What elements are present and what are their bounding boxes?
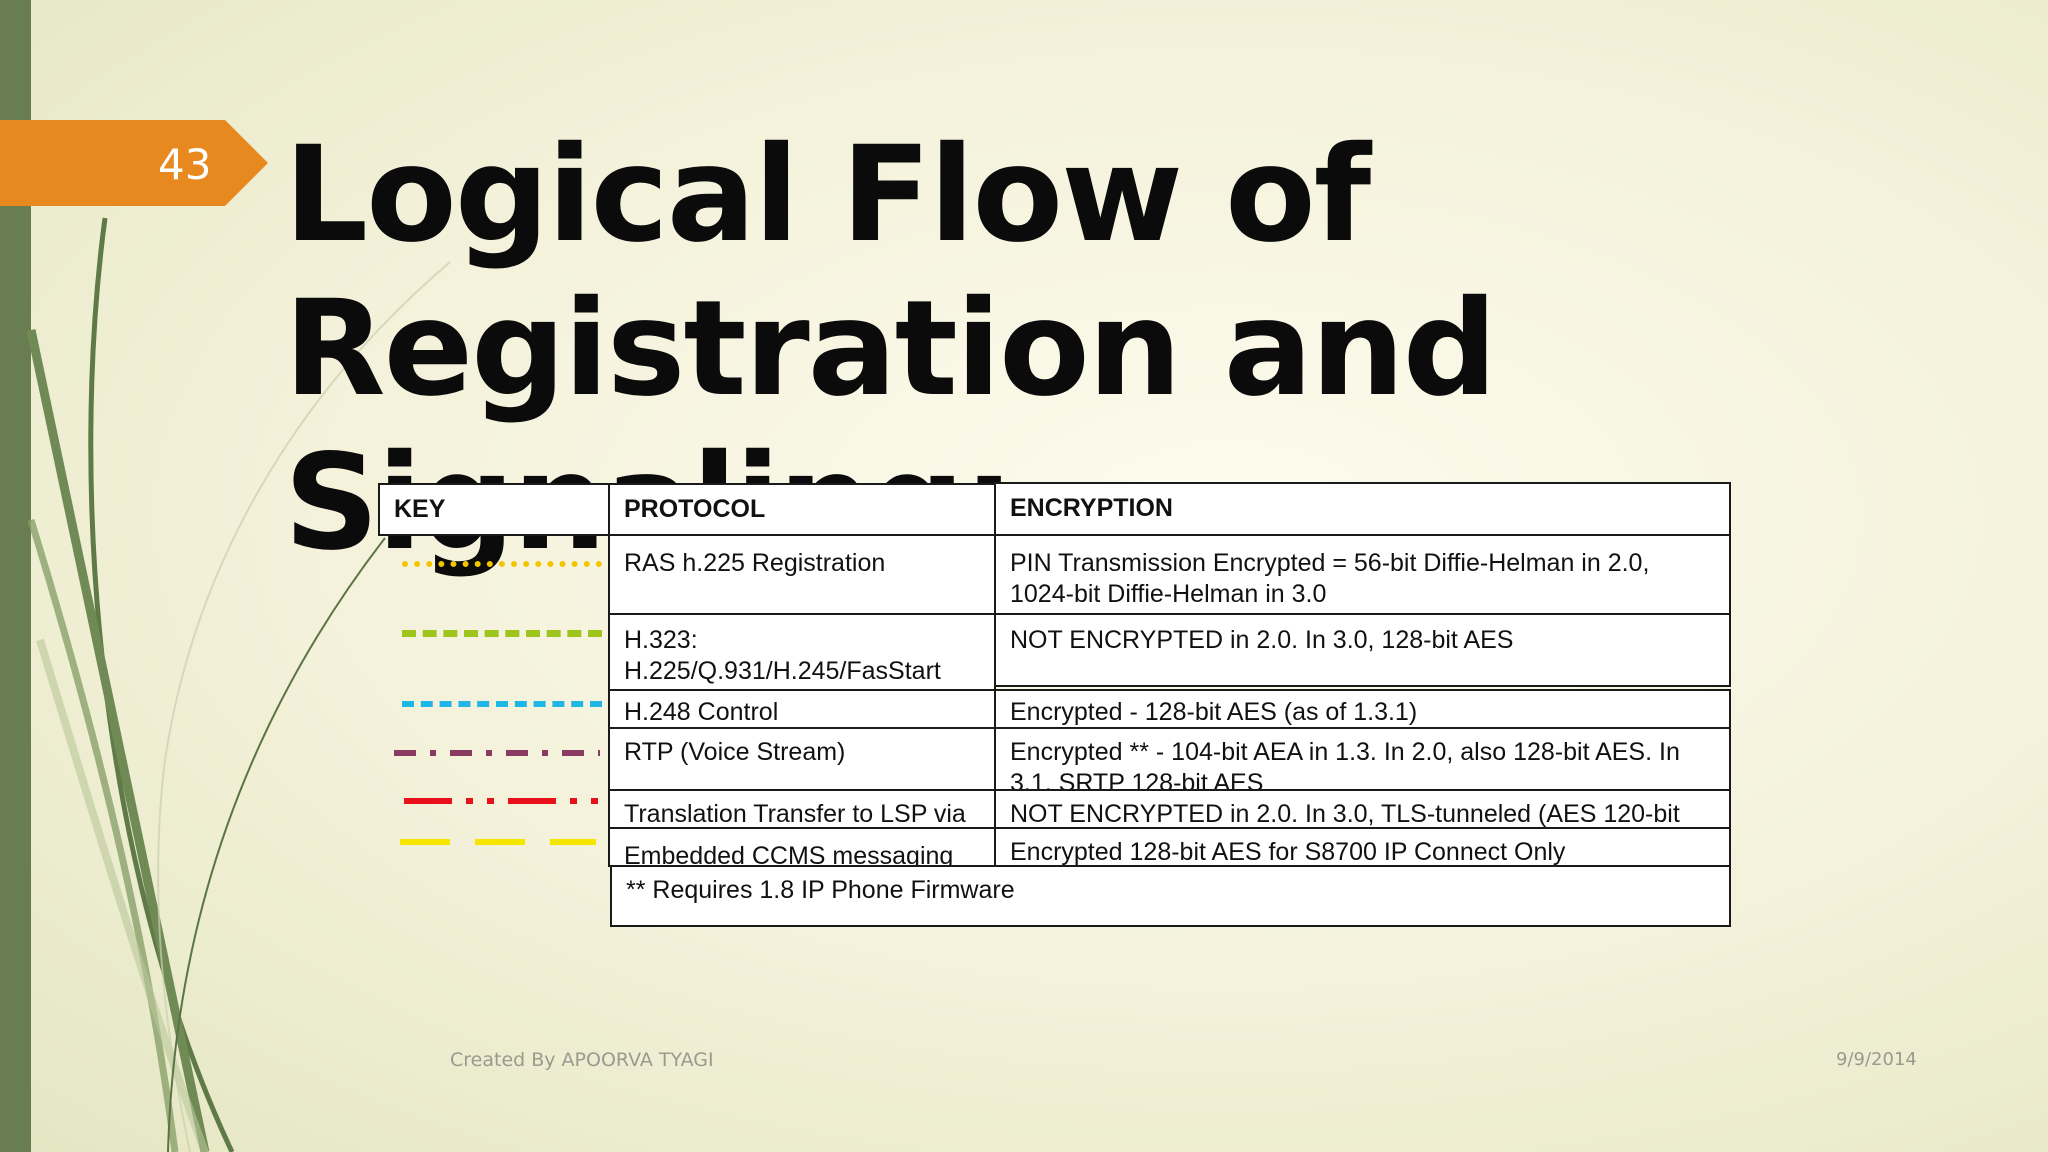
leaf-stroke-1 <box>88 217 235 1152</box>
encryption-header: ENCRYPTION <box>994 482 1731 536</box>
slide-number: 43 <box>158 140 212 189</box>
footnote-cell: ** Requires 1.8 IP Phone Firmware <box>610 865 1731 927</box>
key-line-yellow-dash <box>400 839 596 845</box>
encryption-cell: NOT ENCRYPTED in 2.0. In 3.0, 128-bit AE… <box>994 613 1731 687</box>
key-line-yellow-dotted <box>402 561 602 567</box>
protocol-cell: H.323: H.225/Q.931/H.245/FasStart <box>608 613 996 691</box>
protocol-cell: H.248 Control <box>608 689 996 729</box>
protocol-cell: Translation Transfer to LSP via <box>608 789 996 829</box>
footer-date: 9/9/2014 <box>1836 1049 1917 1070</box>
leaf-stroke-3 <box>27 518 179 1152</box>
key-header: KEY <box>378 483 610 536</box>
encryption-cell: Encrypted 128-bit AES for S8700 IP Conne… <box>994 827 1731 867</box>
encryption-cell: Encrypted ** - 104-bit AEA in 1.3. In 2.… <box>994 727 1731 791</box>
key-line-red-dash-dot-dot <box>404 798 600 804</box>
leaf-stroke-2 <box>26 329 210 1152</box>
leaf-stroke-6 <box>167 537 386 1152</box>
leaf-stroke-4 <box>36 638 209 1152</box>
protocol-header: PROTOCOL <box>608 483 996 536</box>
key-line-green-long-dash <box>402 630 602 637</box>
protocol-cell: Embedded CCMS messaging <box>608 827 996 867</box>
encryption-cell: NOT ENCRYPTED in 2.0. In 3.0, TLS-tunnel… <box>994 789 1731 829</box>
protocol-cell: RTP (Voice Stream) <box>608 727 996 791</box>
footer-author: Created By APOORVA TYAGI <box>450 1049 714 1071</box>
key-line-blue-dash <box>402 701 602 707</box>
key-line-purple-dash-dot <box>394 750 600 756</box>
protocol-cell: RAS h.225 Registration <box>608 534 996 615</box>
encryption-cell: Encrypted - 128-bit AES (as of 1.3.1) <box>994 689 1731 729</box>
encryption-cell: PIN Transmission Encrypted = 56-bit Diff… <box>994 534 1731 615</box>
slide-number-badge: 43 <box>0 120 268 206</box>
